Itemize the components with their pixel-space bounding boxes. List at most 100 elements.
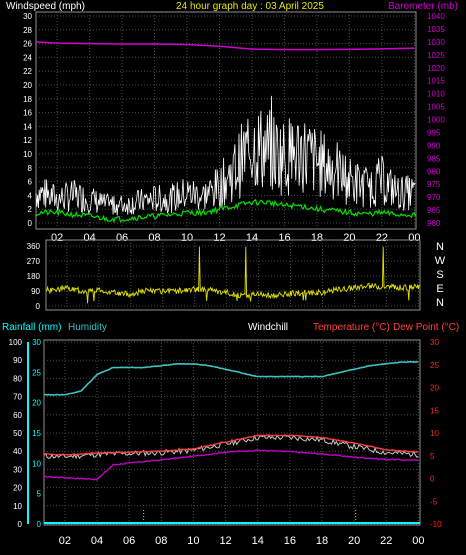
wind-x-tick: 12 bbox=[213, 232, 225, 244]
direction-y-tick: 90 bbox=[31, 287, 40, 296]
humidity-y-tick: 20 bbox=[13, 484, 22, 493]
wind-direction-line bbox=[45, 246, 420, 304]
barometer-y-tick: 1020 bbox=[427, 64, 445, 73]
rain-y-tick: 25 bbox=[32, 368, 41, 377]
temp-x-tick: 06 bbox=[123, 535, 135, 547]
wind-y-tick: 18 bbox=[23, 95, 32, 104]
humidity-y-tick: 50 bbox=[13, 429, 22, 438]
temperature-y-tick: 25 bbox=[430, 361, 439, 370]
wind-y-tick: 28 bbox=[23, 26, 32, 35]
temp-x-tick: 16 bbox=[284, 535, 296, 547]
compass-label: S bbox=[436, 269, 443, 281]
rain-y-axis: 0 5 10 15 20 25 30 bbox=[27, 338, 42, 529]
temp-x-tick: 10 bbox=[187, 535, 199, 547]
temp-x-tick: 18 bbox=[316, 535, 328, 547]
temperature-y-tick: 0 bbox=[430, 475, 435, 484]
barometer-y-tick: 1015 bbox=[427, 77, 445, 86]
direction-y-tick: 270 bbox=[27, 257, 41, 266]
temp-x-tick: 04 bbox=[91, 535, 103, 547]
rain-y-tick: 0 bbox=[37, 520, 42, 529]
humidity-y-tick: 60 bbox=[13, 411, 22, 420]
graph-title: 24 hour graph day : 03 April 2025 bbox=[176, 1, 324, 12]
humidity-y-tick: 90 bbox=[13, 356, 22, 365]
wind-x-tick: 06 bbox=[116, 232, 128, 244]
temp-x-tick: 02 bbox=[59, 535, 71, 547]
windspeed-axis-label: Windspeed (mph) bbox=[6, 1, 85, 12]
temp-x-tick: 08 bbox=[155, 535, 167, 547]
compass-label: W bbox=[435, 255, 446, 267]
barometer-y-tick: 995 bbox=[427, 128, 441, 137]
barometer-line bbox=[35, 41, 415, 51]
humidity-axis-label: Humidity bbox=[68, 322, 107, 333]
wind-x-tick: 04 bbox=[83, 232, 95, 244]
wind-y-tick: 22 bbox=[23, 67, 32, 76]
direction-y-tick: 360 bbox=[27, 242, 41, 251]
wind-series bbox=[35, 41, 416, 224]
temperature-axis-label: Temperature (°C) bbox=[313, 322, 390, 333]
direction-y-tick: 180 bbox=[27, 272, 41, 281]
direction-panel-grid bbox=[46, 240, 420, 310]
wind-x-tick: 18 bbox=[311, 232, 323, 244]
rain-y-tick: 15 bbox=[32, 429, 41, 438]
temp-series bbox=[43, 360, 420, 524]
wind-y-tick: 12 bbox=[23, 136, 32, 145]
temp-panel-grid bbox=[44, 340, 420, 525]
barometer-axis-label: Barometer (mb) bbox=[388, 1, 458, 12]
direction-y-tick: 0 bbox=[36, 302, 41, 311]
direction-panel-frame bbox=[45, 239, 421, 311]
barometer-y-tick: 1005 bbox=[427, 103, 445, 112]
humidity-y-tick: 30 bbox=[13, 465, 22, 474]
wind-x-tick: 02 bbox=[51, 232, 63, 244]
wind-x-tick: 00 bbox=[408, 232, 420, 244]
dewpoint-line bbox=[44, 449, 419, 481]
wind-y-tick: 10 bbox=[23, 150, 32, 159]
barometer-y-tick: 1000 bbox=[427, 116, 445, 125]
wind-x-tick: 10 bbox=[181, 232, 193, 244]
compass-label: N bbox=[436, 241, 444, 253]
rain-y-tick: 10 bbox=[32, 459, 41, 468]
direction-y-axis: 0 90 180 270 360 bbox=[27, 242, 41, 311]
temp-x-tick: 20 bbox=[348, 535, 360, 547]
compass-label: E bbox=[436, 283, 443, 295]
temperature-y-axis: -10 -5 0 5 10 15 20 25 30 bbox=[430, 338, 442, 529]
direction-series bbox=[45, 246, 420, 304]
temperature-y-tick: -5 bbox=[430, 497, 438, 506]
rainfall-axis-label: Rainfall (mm) bbox=[2, 322, 61, 333]
humidity-y-tick: 70 bbox=[13, 393, 22, 402]
barometer-y-tick: 980 bbox=[427, 167, 441, 176]
barometer-y-tick: 1040 bbox=[427, 12, 445, 21]
compass-label: N bbox=[436, 297, 444, 309]
wind-y-tick: 4 bbox=[28, 191, 33, 200]
wind-x-tick: 16 bbox=[278, 232, 290, 244]
wind-x-tick: 08 bbox=[148, 232, 160, 244]
barometer-y-tick: 1010 bbox=[427, 90, 445, 99]
wind-y-tick: 20 bbox=[23, 81, 32, 90]
wind-y-tick: 26 bbox=[23, 40, 32, 49]
temp-x-tick: 14 bbox=[252, 535, 264, 547]
wind-average-line bbox=[35, 198, 416, 224]
humidity-y-tick: 10 bbox=[13, 502, 22, 511]
windchill-axis-label: Windchill bbox=[248, 322, 288, 333]
barometer-y-tick: 1025 bbox=[427, 51, 445, 60]
wind-y-tick: 2 bbox=[28, 205, 33, 214]
temperature-y-tick: 5 bbox=[430, 452, 435, 461]
barometer-y-tick: 1030 bbox=[427, 38, 445, 47]
wind-y-tick: 0 bbox=[28, 219, 33, 228]
wind-panel-frame bbox=[35, 11, 417, 230]
humidity-y-tick: 40 bbox=[13, 447, 22, 456]
humidity-y-tick: 80 bbox=[13, 374, 22, 383]
rain-y-tick: 30 bbox=[32, 338, 41, 347]
wind-y-tick: 8 bbox=[28, 164, 33, 173]
wind-gust-line bbox=[35, 95, 416, 216]
wind-y-tick: 30 bbox=[23, 12, 32, 21]
wind-x-tick: 22 bbox=[376, 232, 388, 244]
barometer-y-tick: 960 bbox=[427, 219, 441, 228]
barometer-y-tick: 990 bbox=[427, 141, 441, 150]
wind-y-tick: 16 bbox=[23, 109, 32, 118]
rain-y-tick: 20 bbox=[32, 399, 41, 408]
temp-x-tick: 00 bbox=[412, 535, 424, 547]
windchill-line bbox=[43, 434, 419, 460]
temperature-y-tick: -10 bbox=[430, 520, 442, 529]
